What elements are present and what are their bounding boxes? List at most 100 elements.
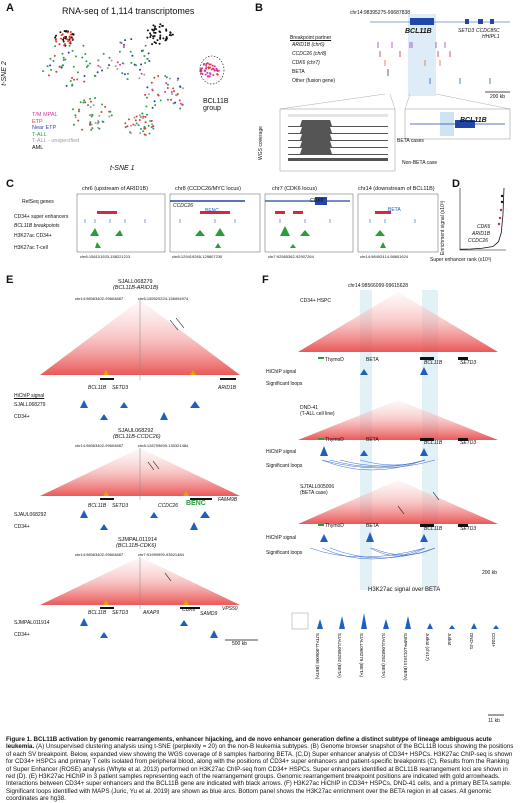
tsne-point: [143, 133, 146, 136]
tsne-point: [97, 64, 100, 67]
tsne-point: [74, 114, 77, 117]
tsne-point: [71, 84, 74, 87]
e1-gene-arid1b: ARID1B: [218, 385, 237, 391]
f3-hic-map: [298, 480, 498, 524]
tsne-point: [71, 38, 74, 41]
tsne-point: [144, 93, 147, 96]
tsne-point: [150, 81, 153, 84]
f1-name: CD34+ HSPC: [300, 298, 331, 304]
tsne-point: [83, 99, 86, 102]
tsne-point: [71, 33, 74, 36]
tsne-point: [158, 25, 161, 28]
tsne-point: [110, 114, 113, 117]
f3-tracks: [300, 524, 498, 560]
tsne-point: [204, 64, 207, 67]
e2-gene-ccdc26: CCDC26: [158, 503, 179, 509]
tsne-point: [121, 62, 124, 65]
e2-sub: (BCL11B-CCDC26): [113, 434, 161, 440]
legend-near-etp: Near ETP: [32, 125, 57, 132]
f3-name: SJTALL005006: [300, 484, 335, 490]
tsne-point: [47, 74, 50, 77]
tsne-point: [61, 52, 64, 55]
e3-id: SJMPAL011914: [118, 537, 157, 543]
tsne-point: [89, 113, 92, 116]
tsne-point: [119, 63, 122, 66]
b-header: Breakpoint partner: [290, 35, 332, 41]
tsne-point: [72, 65, 75, 68]
tsne-point: [148, 132, 151, 135]
d-ann-ccdc26: CCDC26: [468, 238, 489, 244]
caption-title: Figure 1. BCL11B activation by genomic r…: [6, 736, 492, 751]
tsne-point: [205, 66, 208, 69]
tsne-point: [175, 94, 178, 97]
f2-tracks: [300, 438, 498, 471]
tsne-point: [97, 59, 100, 62]
f2-gene-beta: BETA: [366, 437, 379, 443]
tsne-point: [84, 101, 87, 104]
tsne-point: [71, 49, 74, 52]
e2-gene-benc: BENC: [186, 500, 206, 507]
tsne-point: [110, 59, 113, 62]
b-row-beta: BETA: [292, 69, 305, 75]
e1-hic-map: [40, 300, 240, 380]
e3-gene-akap9: AKAP9: [143, 610, 160, 616]
e1-hichip: HiChIP signal: [14, 393, 45, 399]
tsne-point: [65, 84, 68, 87]
tsne-point: [139, 115, 142, 118]
tsne-point: [138, 114, 141, 117]
tsne-point: [69, 79, 72, 82]
tsne-point: [208, 63, 211, 66]
e2-gene-bcl11b: BCL11B: [88, 503, 107, 509]
tsne-legend: T/M MPAL ETP Near ETP T-ALL T-ALL - unsp…: [32, 112, 79, 152]
e1-tracks: [60, 400, 260, 420]
tsne-point: [165, 76, 168, 79]
tsne-point: [102, 52, 105, 55]
tsne-point: [172, 90, 175, 93]
tsne-point: [204, 73, 207, 76]
tsne-point: [63, 44, 66, 47]
tsne-point: [159, 36, 162, 39]
tsne-point: [42, 70, 45, 73]
tsne-point: [90, 123, 93, 126]
tsne-point: [71, 76, 74, 79]
tsne-point: [122, 43, 125, 46]
tsne-point: [172, 102, 175, 105]
tsne-point: [208, 75, 211, 78]
tsne-point: [46, 65, 49, 68]
tsne-point: [74, 116, 77, 119]
tsne-point: [88, 62, 91, 65]
e2-gene-fam49b: FAM49B: [218, 497, 238, 503]
tsne-scatter: [42, 23, 225, 137]
caption-body: (A) Unsupervised clustering analysis usi…: [6, 743, 514, 803]
tsne-point: [62, 40, 65, 43]
d-point: [497, 222, 501, 226]
e3-gene-vps50: VPS50: [222, 606, 238, 612]
tsne-point: [78, 108, 81, 111]
tsne-point: [169, 77, 172, 80]
tsne-point: [129, 50, 132, 53]
tsne-point: [150, 119, 153, 122]
e2-tracks: [60, 510, 260, 530]
tsne-point: [206, 71, 209, 74]
legend-tm-mpal: T/M MPAL: [32, 112, 58, 118]
panel-a-label: A: [6, 2, 14, 14]
tsne-point: [137, 124, 140, 127]
tsne-point: [129, 124, 132, 127]
tsne-point: [148, 60, 151, 63]
tsne-point: [146, 36, 149, 39]
tsne-point: [60, 66, 63, 69]
c-track-tcell: H3K27ac T-cell: [14, 245, 48, 251]
tsne-point: [68, 44, 71, 47]
e3-gene-cdk6: CDK6: [182, 607, 196, 613]
tsne-point: [145, 105, 148, 108]
panel-d-chart: [459, 187, 506, 251]
tsne-point: [124, 126, 127, 129]
legend-etp: ETP: [32, 118, 43, 125]
tsne-point: [49, 64, 52, 67]
tsne-point: [162, 37, 165, 40]
tsne-point: [81, 56, 84, 59]
tsne-point: [143, 125, 146, 128]
bottom-sample-track: SJMPAL011914 (BETA): [400, 616, 418, 681]
tsne-point: [63, 35, 66, 38]
panel-d-label: D: [452, 178, 460, 190]
